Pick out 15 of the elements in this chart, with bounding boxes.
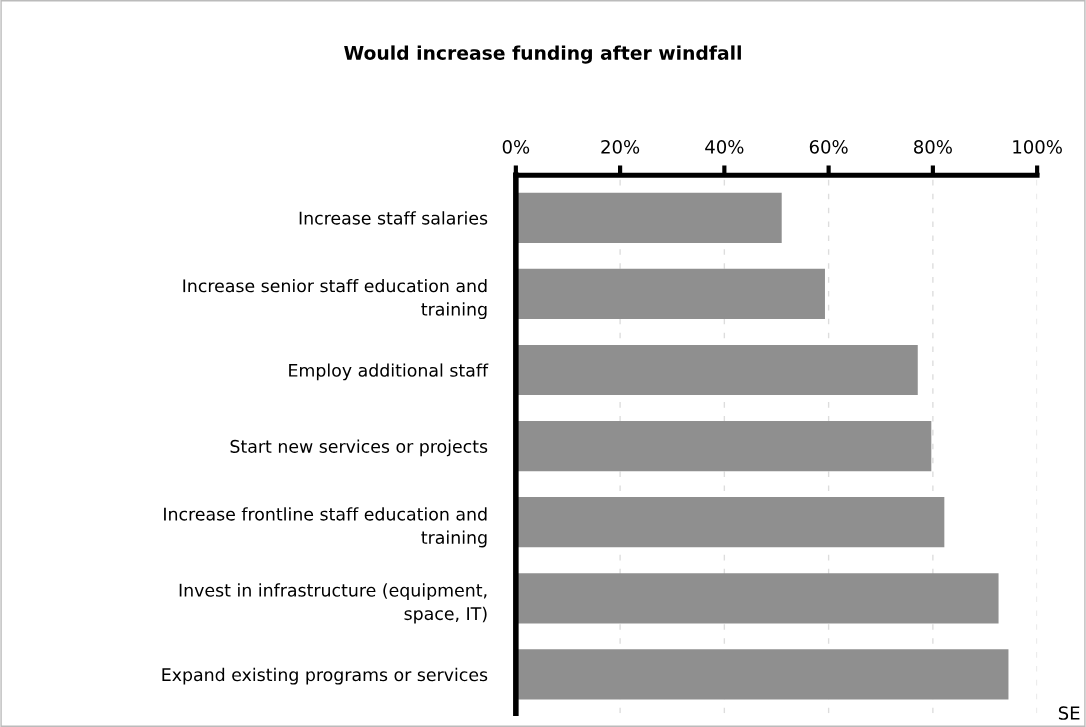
x-tick-label: 20% [601, 140, 640, 154]
text: SE [1058, 706, 1080, 720]
x-tick-label: 0% [502, 140, 530, 154]
x-tick-label: 40% [705, 140, 744, 154]
y-tick-label: Increase frontline staff education and training [164, 507, 487, 548]
chart-title: Would increase funding after windfall [344, 45, 741, 64]
y-tick-label: Expand existing programs or services [162, 667, 488, 685]
y-tick-label: Invest in infrastructure (equipment, space, IT) [179, 583, 487, 624]
y-tick-label: Employ additional staff [289, 363, 489, 381]
y-tick-label: Increase senior staff education and training [183, 278, 487, 320]
x-tick-label: 100% [1013, 140, 1062, 154]
x-tick-label: 60% [809, 140, 848, 154]
y-tick-label: Increase staff salaries [299, 211, 488, 225]
x-tick-label: 80% [914, 140, 952, 154]
y-tick-label: Start new services or projects [230, 439, 488, 457]
